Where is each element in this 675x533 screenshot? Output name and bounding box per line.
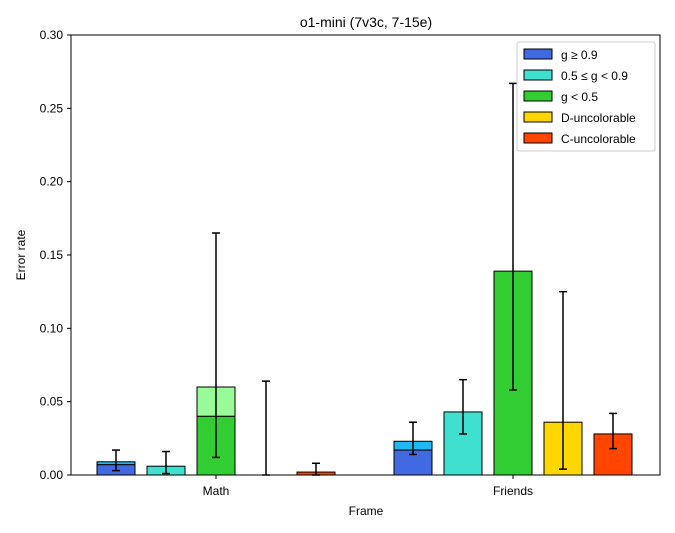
y-tick-label: 0.25 bbox=[40, 101, 64, 115]
x-tick-label: Friends bbox=[493, 484, 533, 498]
y-tick-label: 0.10 bbox=[40, 321, 64, 335]
legend-swatch-0 bbox=[523, 48, 553, 60]
legend-swatch-4 bbox=[523, 132, 553, 144]
x-axis: Math Friends bbox=[203, 475, 533, 498]
y-tick-label: 0.15 bbox=[40, 248, 64, 262]
bars-layer bbox=[96, 270, 633, 476]
legend-swatch-1 bbox=[523, 69, 553, 81]
legend-label-2: g < 0.5 bbox=[561, 90, 598, 104]
x-axis-label: Frame bbox=[349, 504, 384, 518]
error-bars-layer bbox=[112, 82, 617, 476]
y-tick-label: 0.00 bbox=[40, 468, 64, 482]
y-tick-label: 0.20 bbox=[40, 175, 64, 189]
legend-label-3: D-uncolorable bbox=[561, 111, 636, 125]
legend-label-4: C-uncolorable bbox=[561, 132, 636, 146]
legend-swatch-2 bbox=[523, 90, 553, 102]
legend-box bbox=[516, 41, 656, 152]
y-axis: 0.00 0.05 0.10 0.15 0.20 0.25 0.30 bbox=[40, 28, 71, 482]
x-tick-label: Math bbox=[203, 484, 230, 498]
legend-swatch-3 bbox=[523, 111, 553, 123]
legend-label-0: g ≥ 0.9 bbox=[561, 48, 598, 62]
y-tick-label: 0.30 bbox=[40, 28, 64, 42]
legend-label-1: 0.5 ≤ g < 0.9 bbox=[561, 69, 628, 83]
y-axis-label: Error rate bbox=[14, 229, 28, 280]
chart-title: o1-mini (7v3c, 7-15e) bbox=[300, 14, 432, 30]
legend: g ≥ 0.9 0.5 ≤ g < 0.9 g < 0.5 D-uncolorable… bbox=[516, 41, 656, 152]
y-tick-label: 0.05 bbox=[40, 395, 64, 409]
